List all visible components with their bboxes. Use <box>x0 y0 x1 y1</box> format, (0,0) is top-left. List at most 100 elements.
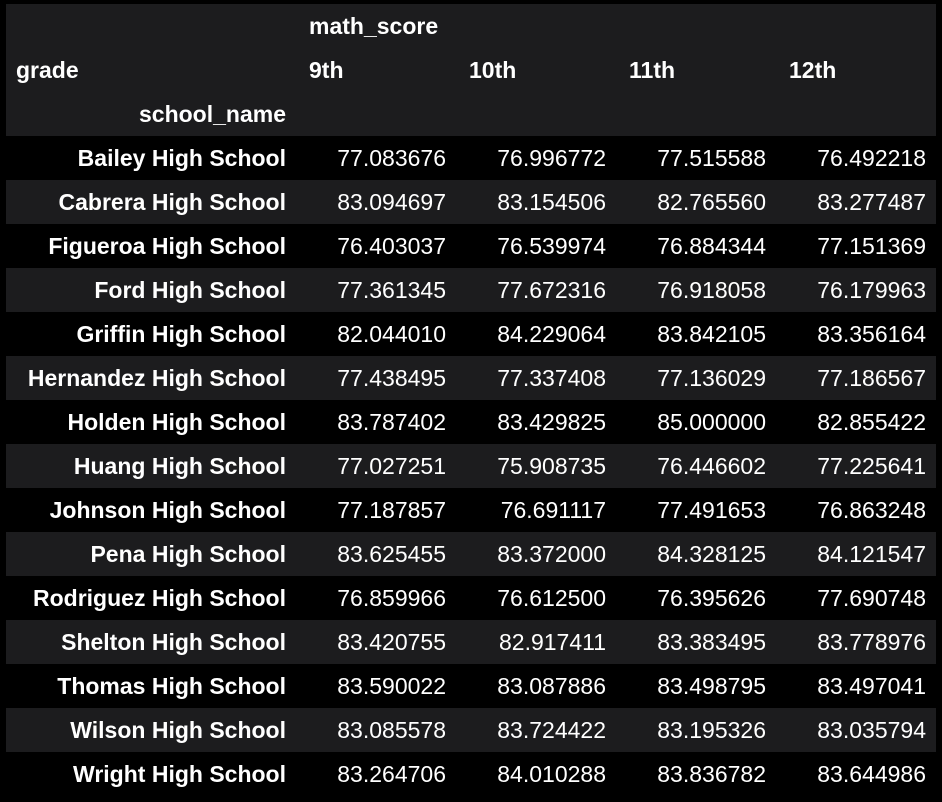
column-header-grade: 12th <box>776 48 936 92</box>
index-name-label: school_name <box>6 92 296 136</box>
math-score-cell: 84.328125 <box>616 532 776 576</box>
table-row: Holden High School 83.787402 83.429825 85.0… <box>6 400 936 444</box>
math-score-cell: 77.186567 <box>776 356 936 400</box>
math-score-cell: 77.672316 <box>456 268 616 312</box>
math-score-cell: 77.438495 <box>296 356 456 400</box>
math-score-cell: 84.010288 <box>456 752 616 796</box>
table-row: Ford High School 77.361345 77.672316 76.918… <box>6 268 936 312</box>
math-score-cell: 83.787402 <box>296 400 456 444</box>
table-row: Shelton High School 83.420755 82.917411 83.… <box>6 620 936 664</box>
math-score-cell: 76.612500 <box>456 576 616 620</box>
school-name-cell: Pena High School <box>6 532 296 576</box>
school-name-cell: Johnson High School <box>6 488 296 532</box>
table-row: Wright High School 83.264706 84.010288 83.8… <box>6 752 936 796</box>
math-score-cell: 76.918058 <box>616 268 776 312</box>
math-score-cell: 85.000000 <box>616 400 776 444</box>
math-score-cell: 77.187857 <box>296 488 456 532</box>
header-empty-cell <box>296 92 456 136</box>
grouped-math-score-table: math_score grade 9th 10th 11th 12th scho… <box>6 4 936 796</box>
math-score-cell: 83.420755 <box>296 620 456 664</box>
math-score-cell: 76.859966 <box>296 576 456 620</box>
math-score-cell: 83.154506 <box>456 180 616 224</box>
school-name-cell: Hernandez High School <box>6 356 296 400</box>
school-name-cell: Cabrera High School <box>6 180 296 224</box>
school-name-cell: Holden High School <box>6 400 296 444</box>
math-score-cell: 84.229064 <box>456 312 616 356</box>
math-score-cell: 76.492218 <box>776 136 936 180</box>
math-score-cell: 83.644986 <box>776 752 936 796</box>
math-score-cell: 82.917411 <box>456 620 616 664</box>
math-score-cell: 83.383495 <box>616 620 776 664</box>
table-row: Wilson High School 83.085578 83.724422 83.1… <box>6 708 936 752</box>
table-row: Cabrera High School 83.094697 83.154506 82.… <box>6 180 936 224</box>
math-score-cell: 84.121547 <box>776 532 936 576</box>
school-name-cell: Wilson High School <box>6 708 296 752</box>
school-name-cell: Griffin High School <box>6 312 296 356</box>
school-name-cell: Thomas High School <box>6 664 296 708</box>
math-score-cell: 76.179963 <box>776 268 936 312</box>
math-score-cell: 83.372000 <box>456 532 616 576</box>
school-name-cell: Wright High School <box>6 752 296 796</box>
math-score-cell: 77.225641 <box>776 444 936 488</box>
table-row: Bailey High School 77.083676 76.996772 77.5… <box>6 136 936 180</box>
math-score-cell: 75.908735 <box>456 444 616 488</box>
table-body: Bailey High School 77.083676 76.996772 77.5… <box>6 136 936 796</box>
table-row: Thomas High School 83.590022 83.087886 83.4… <box>6 664 936 708</box>
table-row: Figueroa High School 76.403037 76.539974 76… <box>6 224 936 268</box>
math-score-cell: 83.724422 <box>456 708 616 752</box>
math-score-cell: 82.855422 <box>776 400 936 444</box>
math-score-cell: 76.996772 <box>456 136 616 180</box>
header-row-top-level: math_score <box>6 4 936 48</box>
math-score-cell: 83.195326 <box>616 708 776 752</box>
school-name-cell: Ford High School <box>6 268 296 312</box>
math-score-cell: 77.515588 <box>616 136 776 180</box>
math-score-cell: 83.590022 <box>296 664 456 708</box>
column-level-label: math_score <box>296 4 936 48</box>
math-score-cell: 83.094697 <box>296 180 456 224</box>
school-name-cell: Shelton High School <box>6 620 296 664</box>
math-score-cell: 83.836782 <box>616 752 776 796</box>
table-row: Rodriguez High School 76.859966 76.612500 7… <box>6 576 936 620</box>
column-header-grade: 10th <box>456 48 616 92</box>
math-score-cell: 77.151369 <box>776 224 936 268</box>
table-row: Huang High School 77.027251 75.908735 76.44… <box>6 444 936 488</box>
math-score-cell: 83.277487 <box>776 180 936 224</box>
math-score-cell: 76.446602 <box>616 444 776 488</box>
math-score-cell: 77.337408 <box>456 356 616 400</box>
math-score-cell: 76.863248 <box>776 488 936 532</box>
math-score-cell: 83.498795 <box>616 664 776 708</box>
math-score-cell: 83.625455 <box>296 532 456 576</box>
math-score-cell: 83.356164 <box>776 312 936 356</box>
math-score-cell: 76.395626 <box>616 576 776 620</box>
math-score-cell: 77.361345 <box>296 268 456 312</box>
math-score-cell: 76.539974 <box>456 224 616 268</box>
column-header-grade: 9th <box>296 48 456 92</box>
math-score-cell: 76.884344 <box>616 224 776 268</box>
math-score-cell: 82.044010 <box>296 312 456 356</box>
math-score-cell: 76.403037 <box>296 224 456 268</box>
header-empty-cell <box>456 92 616 136</box>
math-score-cell: 83.497041 <box>776 664 936 708</box>
school-name-cell: Bailey High School <box>6 136 296 180</box>
table-row: Johnson High School 77.187857 76.691117 77.… <box>6 488 936 532</box>
math-score-cell: 83.429825 <box>456 400 616 444</box>
table-header: math_score grade 9th 10th 11th 12th scho… <box>6 4 936 136</box>
math-score-cell: 82.765560 <box>616 180 776 224</box>
math-score-cell: 83.087886 <box>456 664 616 708</box>
math-score-cell: 77.136029 <box>616 356 776 400</box>
table-row: Pena High School 83.625455 83.372000 84.328… <box>6 532 936 576</box>
table-row: Griffin High School 82.044010 84.229064 83.… <box>6 312 936 356</box>
math-score-cell: 83.778976 <box>776 620 936 664</box>
columns-axis-name: grade <box>6 48 296 92</box>
math-score-cell: 77.491653 <box>616 488 776 532</box>
math-score-cell: 83.085578 <box>296 708 456 752</box>
table-row: Hernandez High School 77.438495 77.337408 7… <box>6 356 936 400</box>
header-row-grades: grade 9th 10th 11th 12th <box>6 48 936 92</box>
math-score-cell: 76.691117 <box>456 488 616 532</box>
school-name-cell: Rodriguez High School <box>6 576 296 620</box>
school-name-cell: Figueroa High School <box>6 224 296 268</box>
math-score-cell: 77.027251 <box>296 444 456 488</box>
math-score-cell: 77.690748 <box>776 576 936 620</box>
header-empty-cell <box>776 92 936 136</box>
